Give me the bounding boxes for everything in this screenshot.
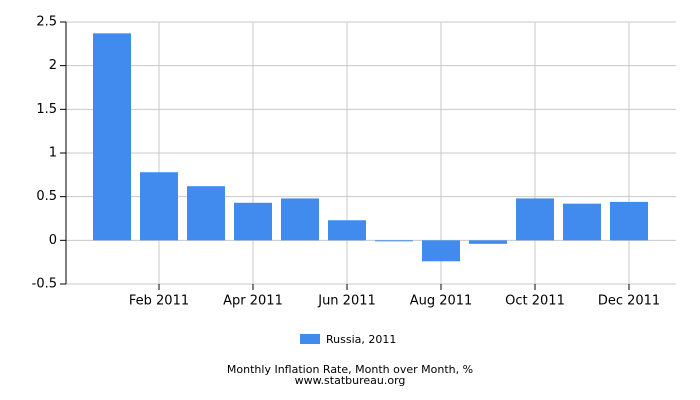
chart-title: Monthly Inflation Rate, Month over Month…	[227, 363, 473, 376]
legend-label: Russia, 2011	[326, 333, 396, 346]
y-tick-label: 2.5	[36, 15, 57, 30]
bar	[469, 240, 507, 244]
x-tick-label: Dec 2011	[598, 294, 660, 309]
y-tick-label: 2	[49, 58, 57, 73]
chart-source: www.statbureau.org	[295, 374, 406, 387]
y-tick-label: 1	[49, 146, 57, 161]
legend-swatch	[300, 334, 320, 344]
y-tick-label: 0	[49, 233, 57, 248]
x-tick-label: Jun 2011	[317, 294, 376, 309]
bar	[610, 201, 648, 241]
bar	[422, 240, 460, 262]
x-tick-label: Apr 2011	[223, 294, 283, 309]
bar	[234, 202, 272, 241]
bar	[516, 198, 554, 241]
bar	[375, 240, 413, 242]
bar	[563, 203, 601, 241]
x-tick-label: Aug 2011	[410, 294, 473, 309]
x-tick-label: Oct 2011	[505, 294, 565, 309]
y-tick-label: 0.5	[36, 189, 57, 204]
bar	[93, 33, 131, 241]
y-tick-label: 1.5	[36, 102, 57, 117]
bar	[281, 198, 319, 241]
bar	[328, 220, 366, 241]
bar	[140, 172, 178, 241]
bar	[187, 186, 225, 241]
y-tick-label: -0.5	[32, 277, 57, 292]
x-tick-label: Feb 2011	[129, 294, 189, 309]
